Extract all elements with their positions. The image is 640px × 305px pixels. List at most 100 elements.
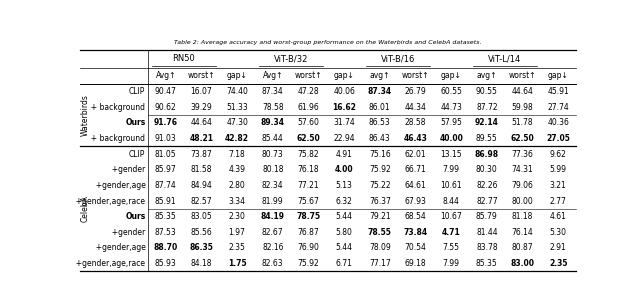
Text: 5.13: 5.13 xyxy=(336,181,353,190)
Text: 84.19: 84.19 xyxy=(260,212,285,221)
Text: 77.21: 77.21 xyxy=(298,181,319,190)
Text: 2.35: 2.35 xyxy=(228,243,246,253)
Text: +gender,age: +gender,age xyxy=(91,181,145,190)
Text: 2.35: 2.35 xyxy=(549,259,568,268)
Text: 6.71: 6.71 xyxy=(336,259,353,268)
Text: 81.58: 81.58 xyxy=(191,165,212,174)
Text: 9.62: 9.62 xyxy=(550,150,566,159)
Text: +gender,age,race: +gender,age,race xyxy=(72,259,145,268)
Text: Waterbirds: Waterbirds xyxy=(81,94,90,136)
Text: 85.93: 85.93 xyxy=(155,259,177,268)
Text: 5.99: 5.99 xyxy=(550,165,566,174)
Text: 73.84: 73.84 xyxy=(403,228,428,237)
Text: 2.91: 2.91 xyxy=(550,243,566,253)
Text: 84.94: 84.94 xyxy=(191,181,212,190)
Text: 67.93: 67.93 xyxy=(404,197,426,206)
Text: 48.21: 48.21 xyxy=(189,134,214,143)
Text: 87.72: 87.72 xyxy=(476,103,498,112)
Text: 5.30: 5.30 xyxy=(550,228,566,237)
Text: RN50: RN50 xyxy=(172,54,195,63)
Text: 7.99: 7.99 xyxy=(443,165,460,174)
Text: 87.34: 87.34 xyxy=(262,87,284,96)
Text: 5.44: 5.44 xyxy=(335,212,353,221)
Text: 74.31: 74.31 xyxy=(511,165,533,174)
Text: +gender: +gender xyxy=(108,228,145,237)
Text: 76.18: 76.18 xyxy=(298,165,319,174)
Text: 1.75: 1.75 xyxy=(228,259,246,268)
Text: 26.79: 26.79 xyxy=(404,87,426,96)
Text: worst↑: worst↑ xyxy=(402,71,429,80)
Text: 92.14: 92.14 xyxy=(475,118,499,127)
Text: 85.35: 85.35 xyxy=(155,212,177,221)
Text: 62.01: 62.01 xyxy=(404,150,426,159)
Text: ViT-B/32: ViT-B/32 xyxy=(273,54,308,63)
Text: 2.80: 2.80 xyxy=(228,181,246,190)
Text: worst↑: worst↑ xyxy=(188,71,215,80)
Text: +gender: +gender xyxy=(108,165,145,174)
Text: 74.40: 74.40 xyxy=(226,87,248,96)
Text: 57.60: 57.60 xyxy=(298,118,319,127)
Text: 80.73: 80.73 xyxy=(262,150,284,159)
Text: +gender,age,race: +gender,age,race xyxy=(72,197,145,206)
Text: 4.39: 4.39 xyxy=(228,165,246,174)
Text: 81.05: 81.05 xyxy=(155,150,177,159)
Text: 90.62: 90.62 xyxy=(155,103,177,112)
Text: 85.91: 85.91 xyxy=(155,197,177,206)
Text: 78.58: 78.58 xyxy=(262,103,284,112)
Text: 3.21: 3.21 xyxy=(550,181,566,190)
Text: 87.74: 87.74 xyxy=(155,181,177,190)
Text: 75.82: 75.82 xyxy=(298,150,319,159)
Text: 91.76: 91.76 xyxy=(154,118,178,127)
Text: 82.57: 82.57 xyxy=(191,197,212,206)
Text: gap↓: gap↓ xyxy=(333,71,355,80)
Text: 91.03: 91.03 xyxy=(155,134,177,143)
Text: 75.16: 75.16 xyxy=(369,150,390,159)
Text: 44.64: 44.64 xyxy=(511,87,533,96)
Text: 79.21: 79.21 xyxy=(369,212,390,221)
Text: 64.61: 64.61 xyxy=(404,181,426,190)
Text: 16.62: 16.62 xyxy=(332,103,356,112)
Text: 78.09: 78.09 xyxy=(369,243,390,253)
Text: avg↑: avg↑ xyxy=(477,71,497,80)
Text: 82.26: 82.26 xyxy=(476,181,497,190)
Text: CLIP: CLIP xyxy=(129,87,145,96)
Text: 69.18: 69.18 xyxy=(404,259,426,268)
Text: 86.53: 86.53 xyxy=(369,118,390,127)
Text: 82.77: 82.77 xyxy=(476,197,498,206)
Text: 61.96: 61.96 xyxy=(298,103,319,112)
Text: 80.87: 80.87 xyxy=(512,243,533,253)
Text: 80.18: 80.18 xyxy=(262,165,284,174)
Text: 16.07: 16.07 xyxy=(191,87,212,96)
Text: 22.94: 22.94 xyxy=(333,134,355,143)
Text: 60.55: 60.55 xyxy=(440,87,462,96)
Text: 86.98: 86.98 xyxy=(475,150,499,159)
Text: worst↑: worst↑ xyxy=(294,71,323,80)
Text: 62.50: 62.50 xyxy=(296,134,321,143)
Text: 5.80: 5.80 xyxy=(336,228,353,237)
Text: 76.37: 76.37 xyxy=(369,197,391,206)
Text: 79.06: 79.06 xyxy=(511,181,533,190)
Text: gap↓: gap↓ xyxy=(227,71,248,80)
Text: 8.44: 8.44 xyxy=(443,197,460,206)
Text: 80.00: 80.00 xyxy=(511,197,533,206)
Text: 4.61: 4.61 xyxy=(550,212,566,221)
Text: 85.44: 85.44 xyxy=(262,134,284,143)
Text: 7.18: 7.18 xyxy=(228,150,246,159)
Text: 42.82: 42.82 xyxy=(225,134,249,143)
Text: 13.15: 13.15 xyxy=(440,150,462,159)
Text: 27.05: 27.05 xyxy=(546,134,570,143)
Text: 87.53: 87.53 xyxy=(155,228,177,237)
Text: 78.55: 78.55 xyxy=(368,228,392,237)
Text: 82.67: 82.67 xyxy=(262,228,284,237)
Text: 2.77: 2.77 xyxy=(550,197,566,206)
Text: 75.92: 75.92 xyxy=(298,259,319,268)
Text: 4.71: 4.71 xyxy=(442,228,461,237)
Text: + background: + background xyxy=(86,134,145,143)
Text: 82.34: 82.34 xyxy=(262,181,284,190)
Text: 47.30: 47.30 xyxy=(226,118,248,127)
Text: 90.47: 90.47 xyxy=(155,87,177,96)
Text: 10.67: 10.67 xyxy=(440,212,462,221)
Text: gap↓: gap↓ xyxy=(441,71,461,80)
Text: 45.91: 45.91 xyxy=(547,87,569,96)
Text: 84.18: 84.18 xyxy=(191,259,212,268)
